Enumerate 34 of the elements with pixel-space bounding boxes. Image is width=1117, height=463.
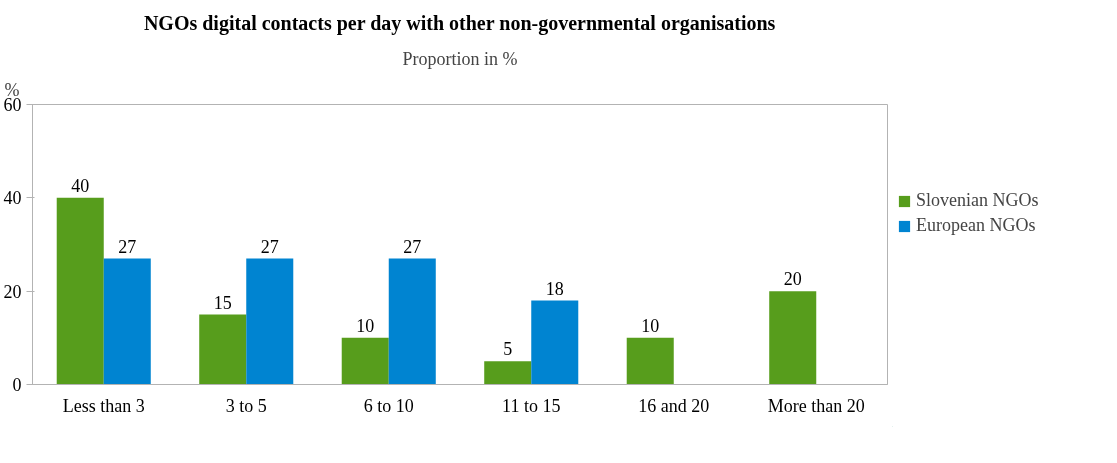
chart-subtitle: Proportion in % [402,48,518,69]
data-label: 18 [545,278,564,299]
bar [531,300,579,385]
data-label: 40 [71,175,90,196]
legend-label: European NGOs [916,215,1036,236]
data-label: 10 [641,315,660,336]
data-label: 27 [118,236,137,257]
y-tick-label: 20 [3,281,22,302]
bar [388,258,436,385]
bar [484,361,532,385]
chart-title: NGOs digital contacts per day with other non-governmental organisations [143,11,776,35]
legend-label: Slovenian NGOs [916,190,1039,211]
x-tick-label: 6 to 10 [363,395,414,416]
data-label: 27 [260,236,279,257]
bar [199,314,247,385]
bar [769,291,817,385]
x-tick-label: 16 and 20 [638,395,710,416]
y-tick-label: 0 [12,375,22,395]
data-label: 15 [213,292,232,313]
y-tick-label: 40 [3,188,22,209]
x-tick-label: More than 20 [767,395,865,416]
x-tick-label: 3 to 5 [225,395,267,416]
bar [246,258,294,385]
data-label: 10 [356,315,375,336]
x-tick-label: Less than 3 [62,395,145,416]
data-label: 27 [403,236,422,257]
x-tick-label: 11 to 15 [502,395,561,416]
bar [103,258,151,385]
data-label: 5 [503,339,513,360]
y-tick-label: 60 [3,95,22,115]
bar [341,337,389,385]
bar [626,337,674,385]
bar [56,197,104,385]
data-label: 20 [783,269,802,290]
